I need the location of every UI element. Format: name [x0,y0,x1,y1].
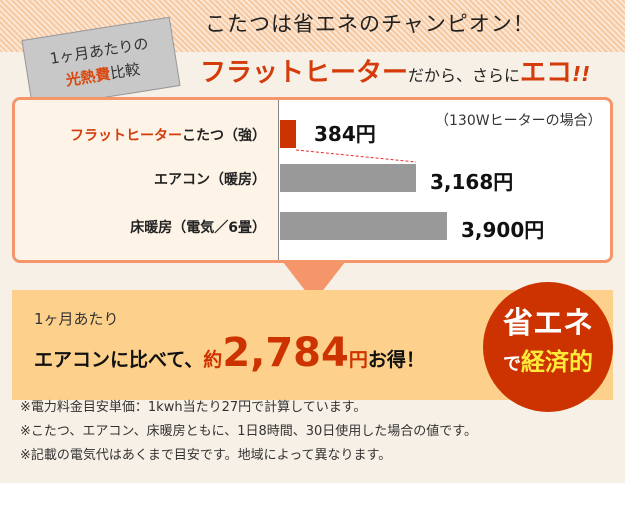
category-label: 床暖房（電気／6畳） [130,217,266,237]
value-label: 3,900円 [461,218,545,242]
subtitle-end: !! [572,62,591,86]
page-title: こたつは省エネのチャンピオン！ [205,12,535,36]
banner-yen: 円 [348,349,368,371]
category-label: フラットヒーターこたつ（強） [70,125,266,145]
bar [280,212,447,240]
subtitle-mid: だから、さらに [408,66,521,85]
badge-line1: 省エネ [503,306,593,341]
badge-line2: 経済的 [521,348,593,376]
connector-line [295,149,417,163]
bar [280,120,296,148]
bar [280,164,416,192]
subtitle-eco: エコ [520,58,573,88]
note-2: ※こたつ、エアコン、床暖房ともに、1日8時間、30日使用した場合の値です。 [20,424,477,439]
value-label: 3,168円 [430,170,514,194]
category-label-text: 床暖房（電気／6畳） [130,220,266,236]
chart: （130Wヒーターの場合） フラットヒーターこたつ（強） 384円エアコン（暖房）… [12,97,613,263]
note-3: ※記載の電気代はあくまで目安です。地域によって異なります。 [20,448,392,463]
subtitle-red: フラットヒーター [200,58,409,88]
tag-rest: 比較 [108,60,142,83]
subtitle: フラットヒーターだから、さらにエコ!! [200,52,590,89]
chart-note: （130Wヒーターの場合） [435,113,602,129]
savings-amount: 2,784 [222,330,349,376]
banner-line2: エアコンに比べて、約2,784円お得！ [34,330,425,376]
eco-badge: 省エネ で経済的 [483,282,613,412]
value-label: 384円 [314,122,376,146]
banner-line1: 1ヶ月あたり [34,310,119,328]
label-panel [15,100,279,260]
banner-approx: 約 [203,349,223,371]
category-label: エアコン（暖房） [154,169,266,189]
banner-pre: エアコンに比べて、 [34,349,204,371]
category-label-text: エアコン（暖房） [154,172,266,188]
category-label-text: こたつ（強） [182,128,266,144]
tag-highlight: 光熱費 [64,64,112,90]
badge-de: で [503,354,521,375]
note-1: ※電力料金目安単価：1kwh当たり27円で計算しています。 [20,400,367,415]
banner-post: お得！ [367,349,425,371]
category-label-red: フラットヒーター [70,128,182,144]
